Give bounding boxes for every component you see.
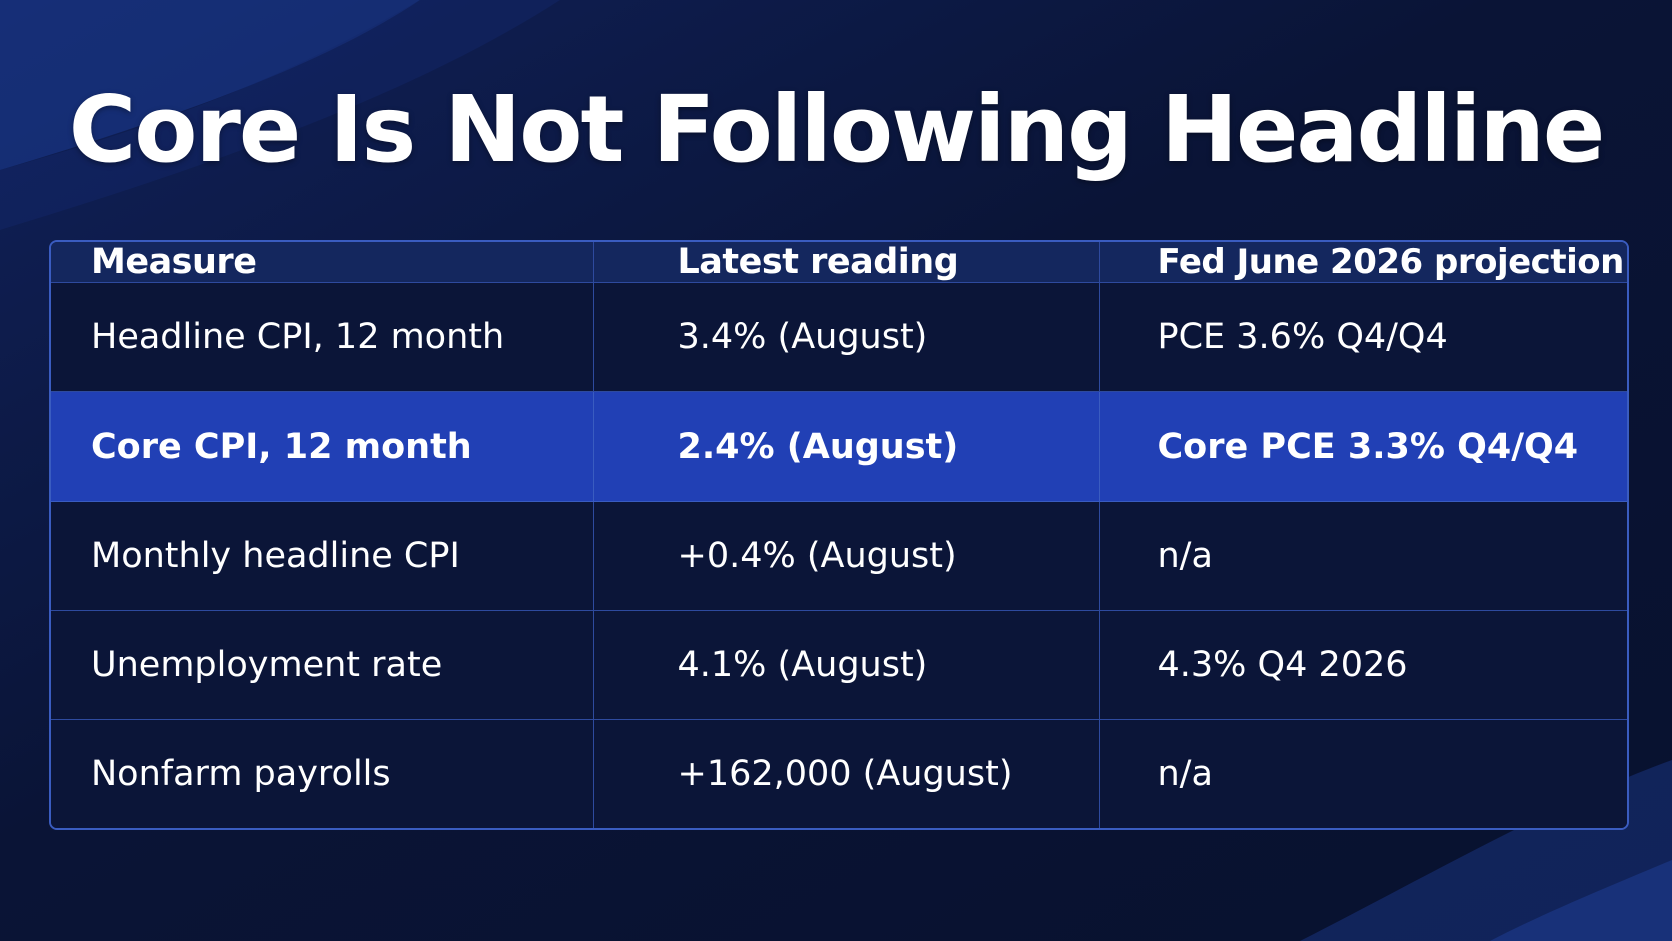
table-row: Monthly headline CPI +0.4% (August) n/a xyxy=(51,500,1627,612)
cell-measure: Headline CPI, 12 month xyxy=(51,281,594,393)
cell-measure: Unemployment rate xyxy=(51,610,594,721)
table-row-highlighted: Core CPI, 12 month 2.4% (August) Core PCE … xyxy=(51,391,1627,502)
table-row: Headline CPI, 12 month 3.4% (August) PCE 3… xyxy=(51,281,1627,393)
cell-measure: Core CPI, 12 month xyxy=(51,391,594,502)
table-header-row: Measure Latest reading Fed June 2026 pro… xyxy=(51,242,1627,283)
column-header-fed-projection: Fed June 2026 projection xyxy=(1098,242,1627,283)
cell-fed-projection: n/a xyxy=(1098,719,1627,828)
cell-measure: Monthly headline CPI xyxy=(51,500,594,612)
cell-measure: Nonfarm payrolls xyxy=(51,719,594,828)
cell-latest-reading: 2.4% (August) xyxy=(592,391,1100,502)
table-row: Nonfarm payrolls +162,000 (August) n/a xyxy=(51,719,1627,828)
cell-latest-reading: 3.4% (August) xyxy=(592,281,1100,393)
column-header-measure: Measure xyxy=(51,242,594,283)
data-table-container: Measure Latest reading Fed June 2026 pro… xyxy=(49,240,1629,830)
cell-fed-projection: n/a xyxy=(1098,500,1627,612)
table-row: Unemployment rate 4.1% (August) 4.3% Q4 20… xyxy=(51,610,1627,721)
column-header-latest-reading: Latest reading xyxy=(592,242,1100,283)
data-table: Measure Latest reading Fed June 2026 pro… xyxy=(51,242,1627,828)
cell-fed-projection: PCE 3.6% Q4/Q4 xyxy=(1098,281,1627,393)
cell-fed-projection: Core PCE 3.3% Q4/Q4 xyxy=(1098,391,1627,502)
cell-latest-reading: +162,000 (August) xyxy=(592,719,1100,828)
cell-fed-projection: 4.3% Q4 2026 xyxy=(1098,610,1627,721)
page-title: Core Is Not Following Headline xyxy=(68,76,1606,183)
cell-latest-reading: 4.1% (August) xyxy=(592,610,1100,721)
cell-latest-reading: +0.4% (August) xyxy=(592,500,1100,612)
